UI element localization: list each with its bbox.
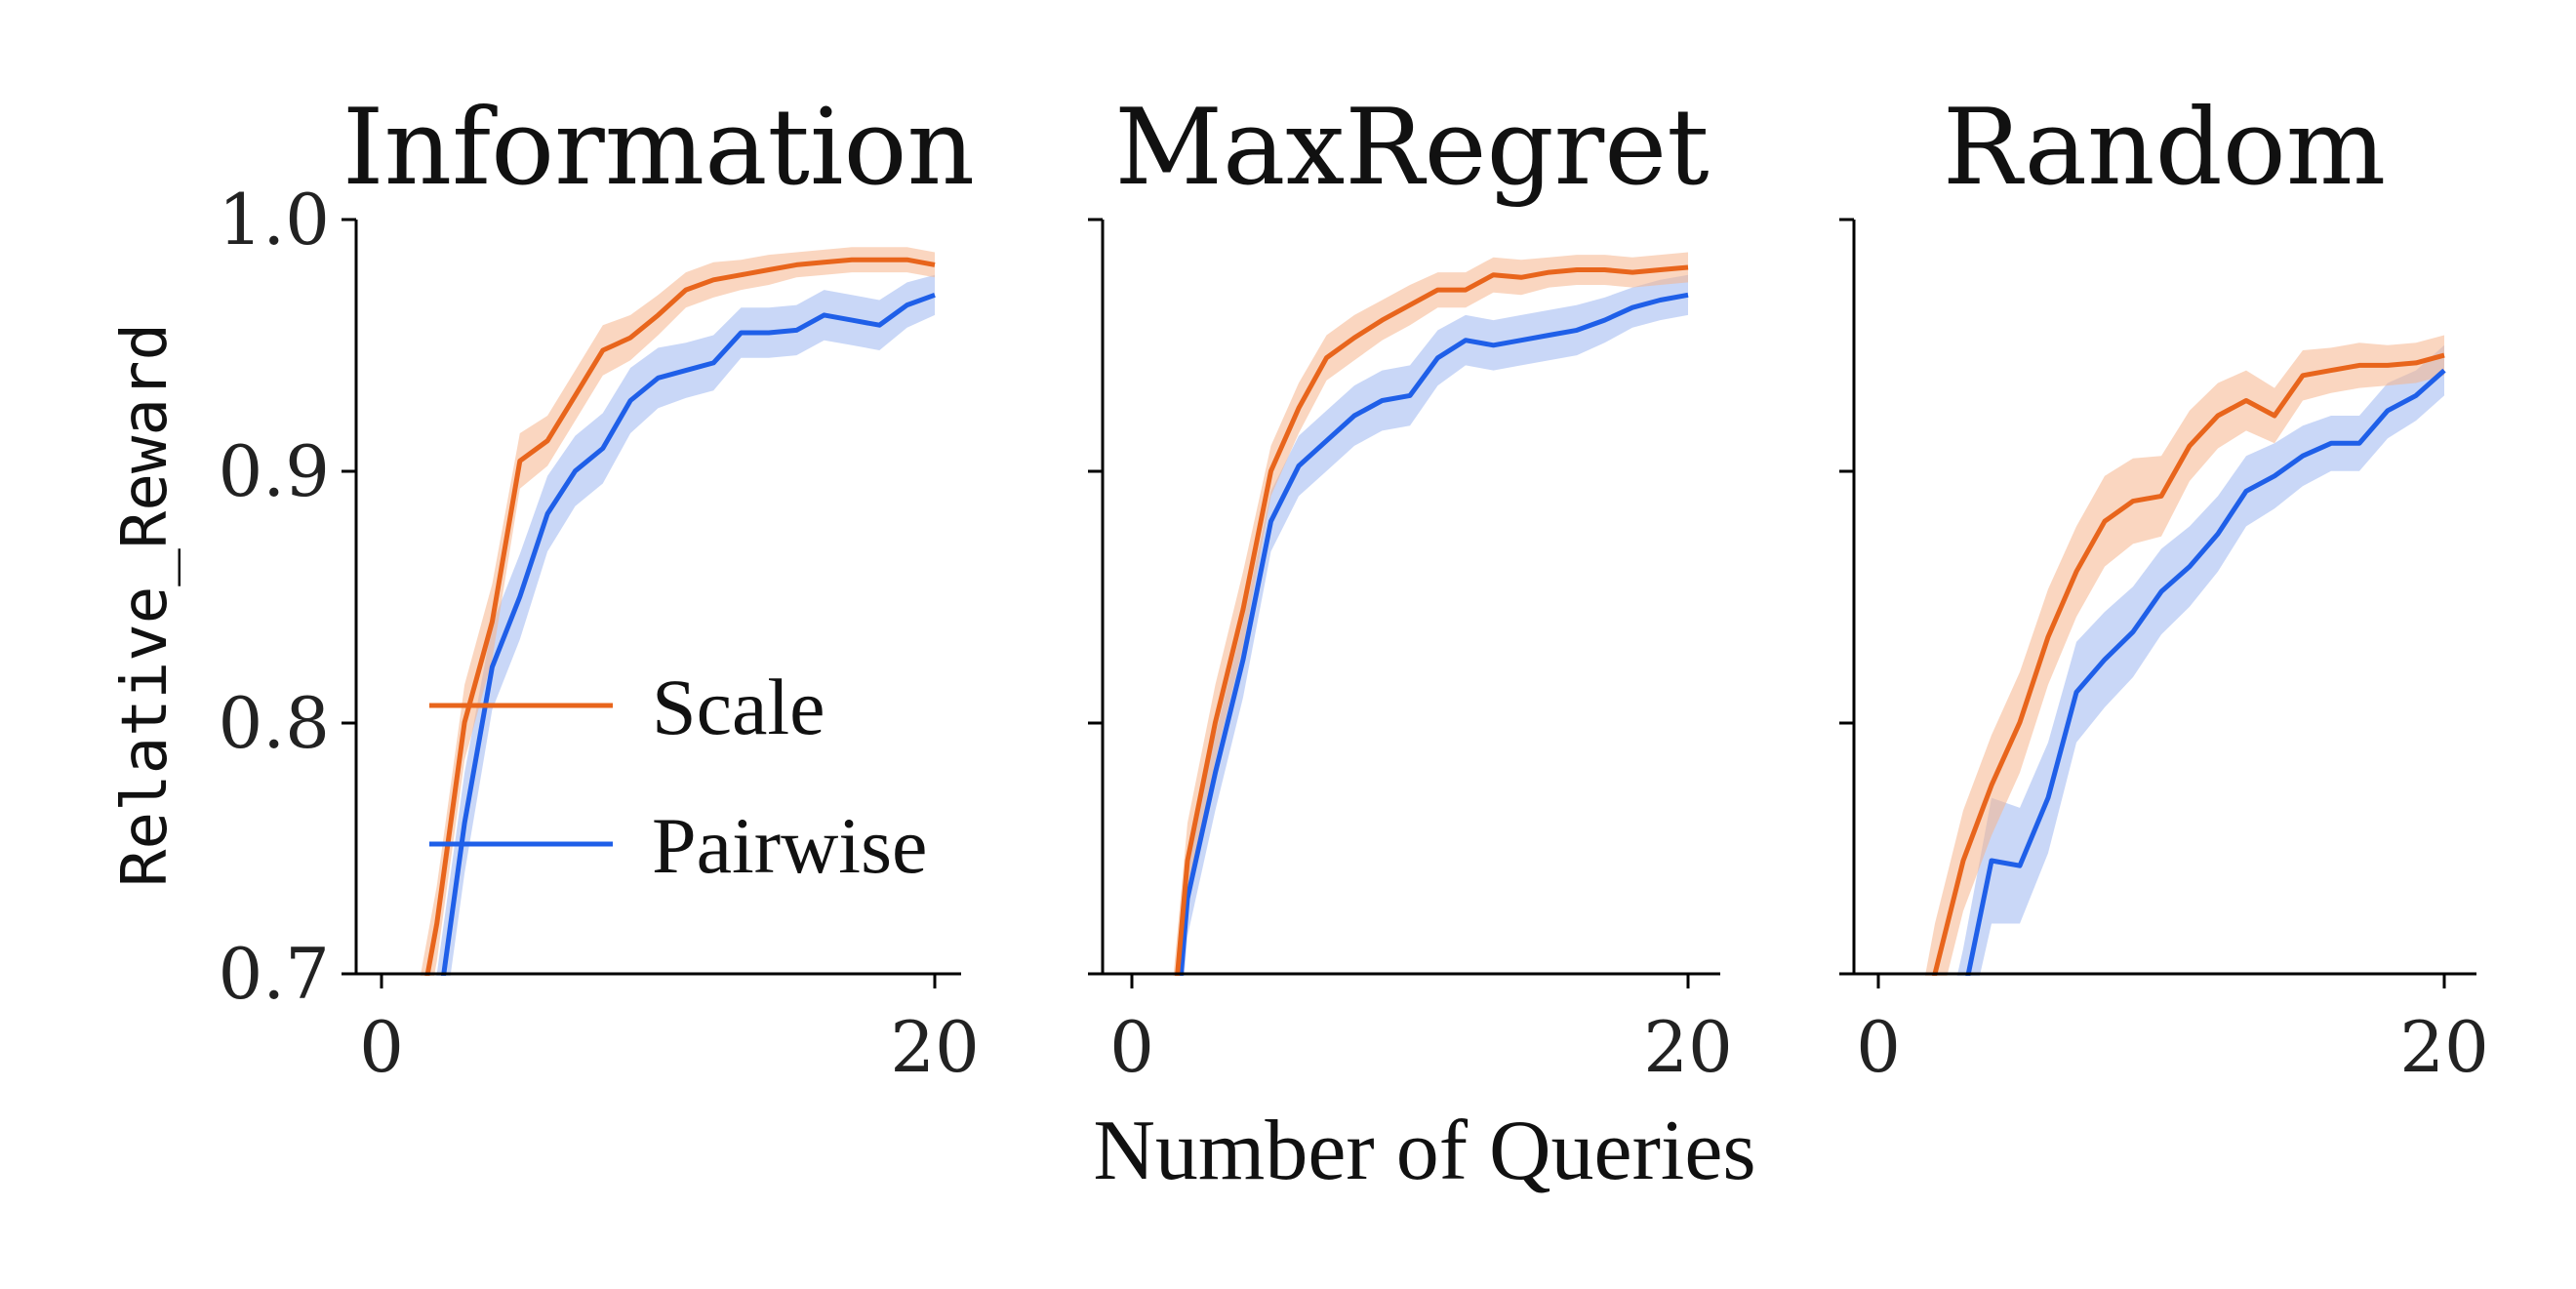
line-pairwise-maxregret <box>1178 292 1689 976</box>
ytick-label-0.9: 0.9 <box>218 430 330 512</box>
legend-label-scale: Scale <box>652 663 825 751</box>
xtick-label-20-random: 20 <box>2399 1006 2489 1088</box>
ytick-label-0.8: 0.8 <box>218 682 330 764</box>
panel-information: Information 1.0 0.9 0.8 0.7 0 20 Scale P… <box>218 87 980 1088</box>
line-scale-maxregret <box>1175 264 1689 976</box>
band-pairwise-information <box>436 274 935 976</box>
line-pairwise-information <box>440 292 936 976</box>
legend: Scale Pairwise <box>429 663 927 890</box>
panel-random: Random 0 20 <box>1839 87 2489 1088</box>
panel-title-random: Random <box>1943 87 2386 209</box>
band-scale-random <box>1924 335 2444 976</box>
ytick-label-1.0: 1.0 <box>218 179 330 261</box>
line-scale-information <box>424 257 936 976</box>
xtick-label-20-information: 20 <box>890 1006 980 1088</box>
x-axis-label: Number of Queries <box>1093 1104 1755 1198</box>
xtick-label-0-random: 0 <box>1856 1006 1901 1088</box>
panel-maxregret: MaxRegret 0 20 <box>1088 87 1733 1088</box>
panel-title-information: Information <box>342 87 975 209</box>
xtick-label-20-maxregret: 20 <box>1643 1006 1733 1088</box>
xtick-label-0-information: 0 <box>359 1006 404 1088</box>
line-pairwise-random <box>1965 368 2446 976</box>
line-scale-random <box>1932 352 2445 976</box>
y-axis-label: Relative_Reward <box>109 323 181 887</box>
plot-area-random <box>1924 335 2446 976</box>
legend-label-pairwise: Pairwise <box>652 801 927 890</box>
plot-area-information <box>420 247 936 976</box>
plot-area-maxregret <box>1173 252 1689 976</box>
xtick-label-0-maxregret: 0 <box>1109 1006 1154 1088</box>
band-pairwise-maxregret <box>1177 274 1688 976</box>
band-scale-information <box>420 247 935 976</box>
panel-title-maxregret: MaxRegret <box>1114 87 1709 209</box>
ytick-label-0.7: 0.7 <box>218 933 330 1015</box>
